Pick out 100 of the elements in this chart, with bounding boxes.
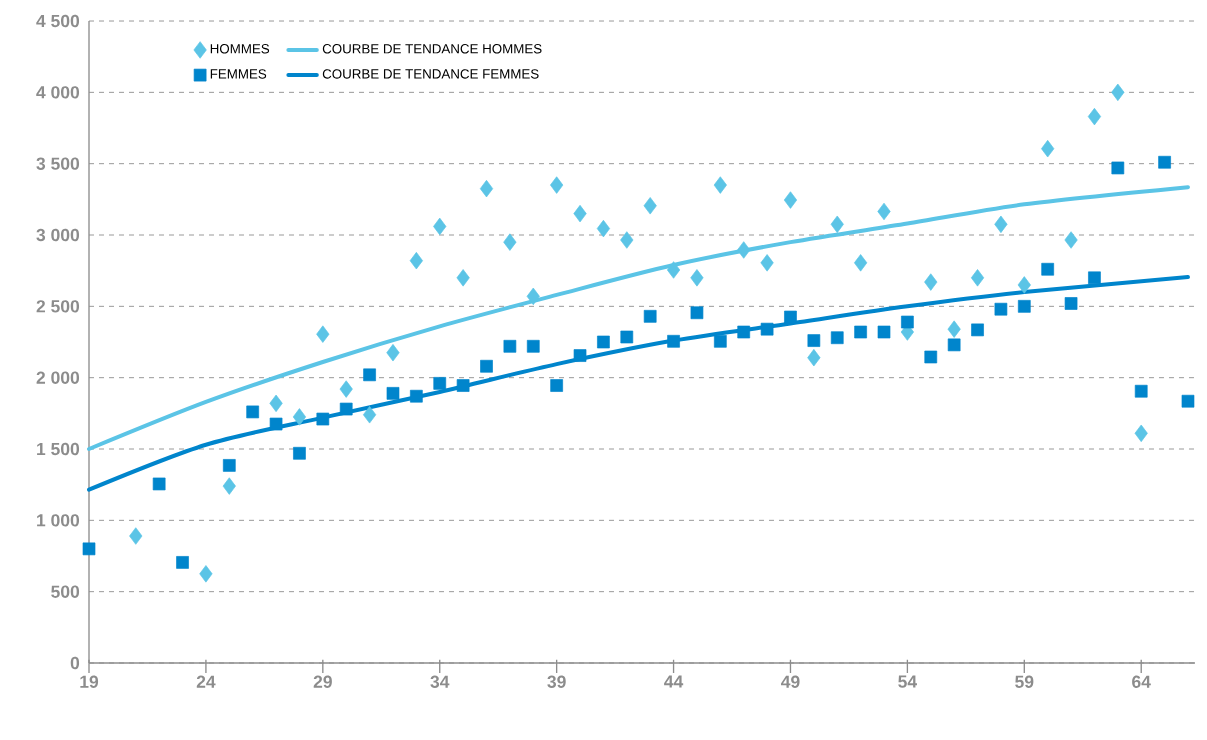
point [807,349,821,367]
point [176,556,189,569]
point [573,204,587,223]
point [503,339,517,353]
legend-label: HOMMES [210,44,270,54]
point [269,417,283,431]
legend-label: FEMMES [210,69,267,79]
point [784,310,797,324]
x-tick-label: 39 [547,675,566,688]
point [410,389,423,403]
point [737,241,751,259]
point [1111,161,1125,175]
x-tick-label: 64 [1132,675,1151,688]
point [386,344,400,362]
y-tick-label: 4 000 [36,86,80,99]
point [994,215,1008,233]
x-tick-label: 24 [196,675,216,688]
x-tick-label: 49 [781,675,800,688]
x-tick-label: 19 [80,675,99,688]
point [1064,231,1078,249]
point [877,325,891,339]
point [409,252,423,270]
legend-label: COURBE DE TENDANCE FEMMES [322,69,539,79]
point [1041,262,1055,276]
point [854,254,868,272]
point [760,254,774,272]
point [596,219,611,238]
point [830,215,844,233]
point [433,217,447,236]
point [339,380,353,398]
x-tick-label: 59 [1015,675,1034,688]
point [620,231,634,249]
point [854,325,867,339]
y-tick-label: 4 500 [36,14,80,28]
point [433,377,447,390]
point [246,405,260,419]
point [316,325,330,343]
point [994,302,1008,316]
point [947,320,961,338]
point [620,330,634,344]
point [760,322,774,336]
point [1158,155,1171,169]
point [1017,276,1031,294]
y-tick-label: 2 000 [36,371,80,384]
point [643,197,657,215]
point [597,335,610,349]
point [152,477,166,491]
point [1017,300,1031,313]
point [667,334,680,348]
point [713,334,727,348]
legend-label: COURBE DE TENDANCE HOMMES [322,44,542,54]
point [783,191,798,209]
point [1064,297,1078,310]
point [1134,384,1148,398]
point [503,233,517,251]
point [1087,107,1102,126]
point [970,269,985,287]
y-tick-label: 500 [51,585,80,598]
point [1088,271,1101,285]
point [807,334,821,347]
point [456,379,470,392]
point [222,477,236,495]
point [643,309,657,323]
point [1111,83,1125,102]
point [363,368,376,382]
point [1134,424,1148,442]
point [82,542,96,556]
y-tick-label: 1 000 [37,514,80,527]
point [480,359,493,373]
point [456,269,470,287]
y-tick-label: 3 500 [36,157,80,170]
line-series [87,185,1190,452]
point [713,176,727,194]
point [901,315,914,329]
point [690,269,704,287]
point [222,459,236,472]
point [479,179,494,198]
point [363,406,377,424]
point [666,261,681,279]
y-tick-label: 2 500 [36,300,80,313]
point [877,202,891,221]
y-tick-label: 3 000 [36,228,80,242]
point [550,176,564,194]
point [737,325,751,339]
x-tick-label: 29 [313,675,332,688]
point [947,338,961,352]
point [199,565,213,583]
point [339,402,353,416]
point [316,412,330,426]
point [1181,394,1195,408]
y-tick-label: 0 [70,656,80,670]
point [386,387,400,400]
point [269,394,283,413]
point [830,331,844,345]
point [971,323,984,337]
point [129,527,143,545]
y-tick-label: 1 500 [37,442,80,456]
point [690,306,704,320]
point [1041,140,1055,158]
point [573,349,587,362]
